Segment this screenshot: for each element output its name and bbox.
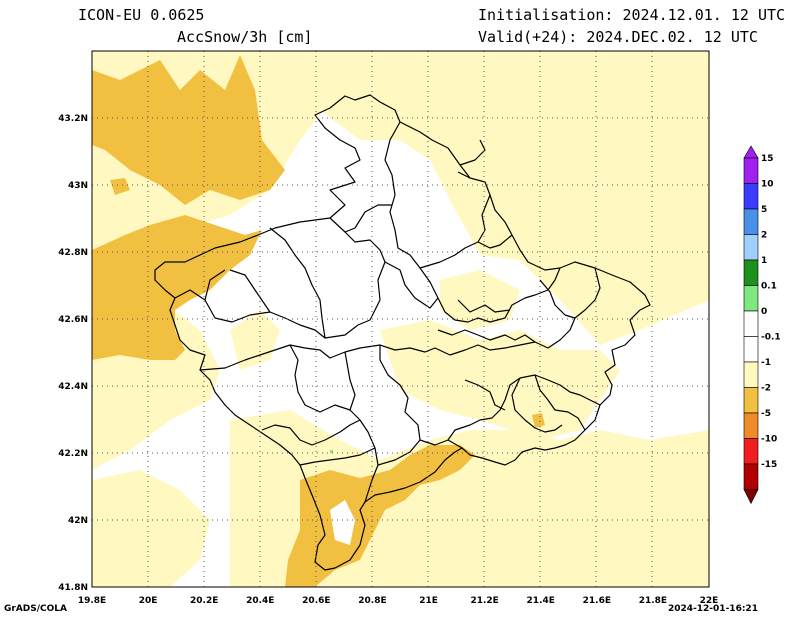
y-tick-label: 42.2N xyxy=(58,449,88,459)
colorbar-swatch xyxy=(743,285,759,312)
colorbar-label: 15 xyxy=(761,154,774,164)
colorbar-swatch xyxy=(743,234,759,261)
x-tick-label: 20.4E xyxy=(246,596,274,606)
green-speck xyxy=(330,450,333,453)
colorbar-swatch xyxy=(743,259,759,286)
orange-yellow-field xyxy=(92,55,545,587)
variable-title: AccSnow/3h [cm] xyxy=(177,28,313,46)
y-tick-label: 41.8N xyxy=(58,583,88,593)
x-tick-label: 21E xyxy=(419,596,438,606)
x-tick-label: 21.4E xyxy=(527,596,555,606)
colorbar-label: -0.1 xyxy=(761,333,781,343)
colorbar-label: 1 xyxy=(761,256,767,266)
colorbar-swatch xyxy=(743,183,759,210)
white-gap-field xyxy=(330,500,355,545)
colorbar-label: 10 xyxy=(761,180,774,190)
initialisation-time: Initialisation: 2024.12.01. 12 UTC xyxy=(478,6,786,24)
x-tick-label: 22E xyxy=(700,596,719,606)
colorbar-label: -15 xyxy=(761,460,777,470)
render-timestamp: 2024-12-01-16:21 xyxy=(668,604,758,614)
y-tick-label: 43N xyxy=(68,181,88,191)
colorbar-label: -2 xyxy=(761,384,771,394)
x-tick-label: 20.8E xyxy=(358,596,386,606)
plot-frame xyxy=(91,50,710,588)
colorbar-swatch xyxy=(743,463,759,490)
y-tick-label: 42N xyxy=(68,516,88,526)
colorbar-swatch xyxy=(743,336,759,363)
y-tick-label: 42.6N xyxy=(58,315,88,325)
colorbar-label: 2 xyxy=(761,231,767,241)
x-tick-label: 19.8E xyxy=(78,596,106,606)
valid-time: Valid(+24): 2024.DEC.02. 12 UTC xyxy=(478,28,758,46)
colorbar-swatch xyxy=(743,310,759,337)
colorbar-swatch xyxy=(743,208,759,235)
x-tick-label: 21.6E xyxy=(583,596,611,606)
colorbar-label: -1 xyxy=(761,358,771,368)
region-borders xyxy=(154,94,651,571)
y-tick-label: 43.2N xyxy=(58,114,88,124)
x-tick-label: 20.6E xyxy=(302,596,330,606)
axis-ticks: 19.8E 20E 20.2E 20.4E 20.6E 20.8E 21E 21.2E 21.4… xyxy=(58,114,718,606)
colorbar-swatch xyxy=(743,157,759,184)
software-credit: GrADS/COLA xyxy=(4,604,67,614)
y-tick-label: 42.8N xyxy=(58,248,88,258)
x-tick-label: 21.2E xyxy=(470,596,498,606)
colorbar-swatch xyxy=(743,412,759,439)
colorbar-swatch xyxy=(743,361,759,388)
x-tick-label: 21.8E xyxy=(639,596,667,606)
model-title: ICON-EU 0.0625 xyxy=(78,6,205,24)
colorbar-top-arrow xyxy=(743,145,759,159)
colorbar-label: -10 xyxy=(761,435,777,445)
colorbar-legend: 15 10 5 2 1 0.1 0 -0.1 -1 -2 -5 -10 -15 xyxy=(743,145,781,505)
colorbar-label: 0.1 xyxy=(761,282,777,292)
colorbar-label: 5 xyxy=(761,205,767,215)
colorbar-swatch xyxy=(743,438,759,465)
x-tick-label: 20.2E xyxy=(190,596,218,606)
colorbar-label: -5 xyxy=(761,409,771,419)
colorbar-bottom-arrow xyxy=(743,489,759,505)
x-tick-label: 20E xyxy=(139,596,158,606)
colorbar-label: 0 xyxy=(761,307,767,317)
colorbar-swatch xyxy=(743,387,759,414)
y-tick-label: 42.4N xyxy=(58,382,88,392)
